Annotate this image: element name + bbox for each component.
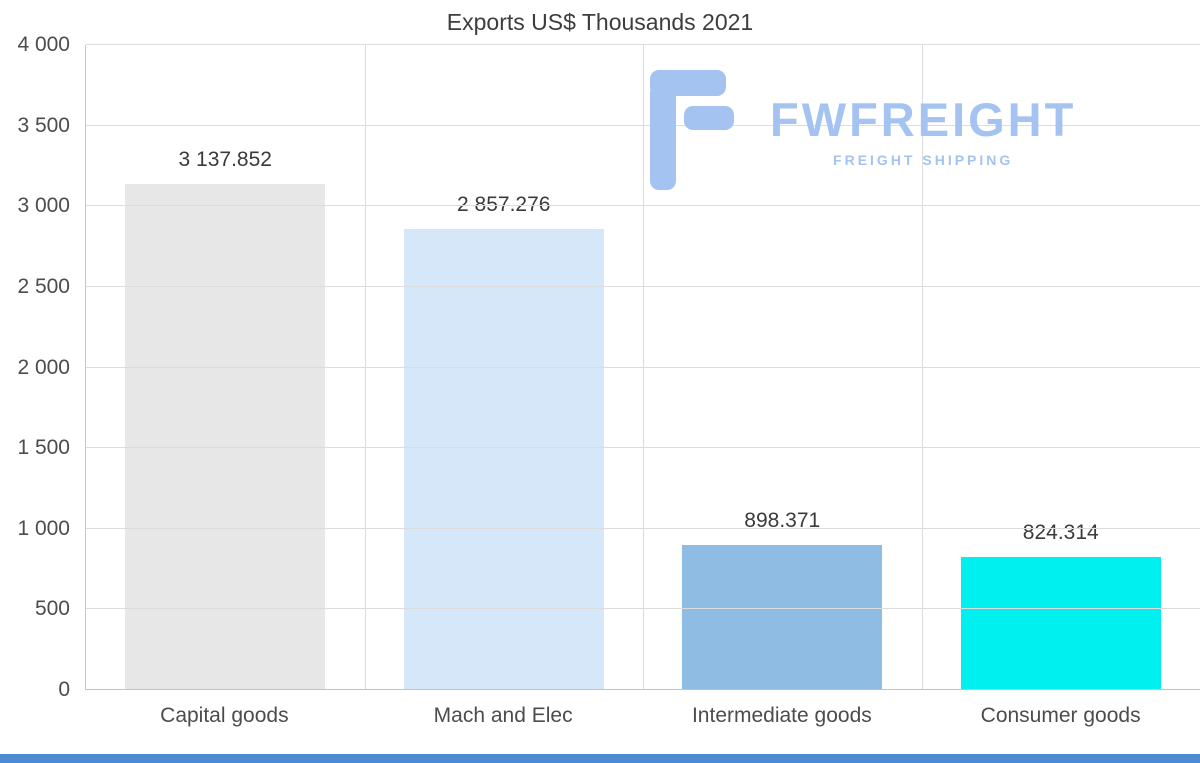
gridline-horizontal: [86, 608, 1200, 610]
gridline-horizontal: [86, 689, 1200, 690]
x-axis: Capital goods Mach and Elec Intermediate g…: [85, 704, 1200, 728]
logo-name: FWFREIGHT: [770, 93, 1077, 146]
y-axis: 0 500 1 000 1 500 2 000 2 500 3 000 3 500 4 000: [0, 33, 70, 701]
plot-area: 3 137.852 2 857.276 898.371 824.314: [85, 44, 1200, 690]
gridline-horizontal: [86, 44, 1200, 45]
bar-consumer-goods: [960, 557, 1161, 690]
x-axis-label: Intermediate goods: [691, 704, 872, 727]
y-tick-label: 3 500: [17, 113, 70, 137]
gridline-vertical: [921, 45, 923, 690]
y-tick-label: 2 500: [17, 274, 70, 298]
gridline-horizontal: [86, 366, 1200, 368]
gridline-horizontal: [86, 447, 1200, 449]
bar-value-label: 898.371: [744, 509, 821, 533]
logo-text-block: FWFREIGHT FREIGHT SHIPPING: [770, 96, 1076, 168]
y-tick-label: 1 000: [17, 516, 70, 540]
y-tick-label: 2 000: [17, 355, 70, 379]
y-tick-label: 4 000: [17, 33, 70, 56]
bar-value-label: 824.314: [1022, 521, 1099, 545]
gridline-vertical: [643, 45, 644, 690]
bar-intermediate-goods: [682, 545, 883, 690]
y-tick-label: 3 000: [17, 194, 70, 218]
gridline-horizontal: [86, 285, 1200, 287]
bar-group: 2 857.276: [365, 45, 644, 690]
y-tick-label: 1 500: [17, 436, 70, 460]
logo-subtitle: FREIGHT SHIPPING: [833, 152, 1014, 168]
bar-value-label: 2 857.276: [457, 193, 551, 217]
bar-group: 898.371: [643, 45, 922, 690]
bottom-strip: [0, 754, 1200, 763]
bar-group: 824.314: [922, 45, 1200, 690]
bar-mach-and-elec: [403, 229, 604, 690]
gridline-horizontal: [86, 527, 1200, 529]
logo-watermark: FWFREIGHT FREIGHT SHIPPING: [650, 70, 1076, 190]
bars-container: 3 137.852 2 857.276 898.371 824.314: [86, 45, 1200, 690]
gridline-horizontal: [86, 124, 1200, 126]
y-tick-label: 500: [34, 597, 70, 621]
bar-group: 3 137.852: [86, 45, 365, 690]
chart-title: Exports US$ Thousands 2021: [446, 9, 754, 35]
x-axis-label: Capital goods: [160, 704, 289, 727]
fwfreight-logo-icon: [650, 70, 734, 190]
gridline-vertical: [364, 45, 366, 690]
bar-value-label: 3 137.852: [178, 148, 272, 172]
x-axis-label: Mach and Elec: [433, 704, 573, 727]
y-tick-label: 0: [58, 678, 70, 701]
bar-capital-goods: [125, 184, 326, 690]
x-axis-label: Consumer goods: [980, 704, 1141, 727]
gridline-horizontal: [86, 205, 1200, 207]
